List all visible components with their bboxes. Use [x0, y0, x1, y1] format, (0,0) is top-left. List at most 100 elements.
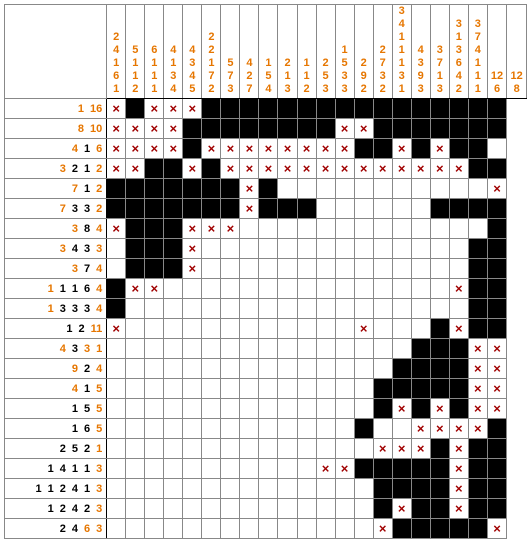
grid-cell[interactable] — [240, 119, 259, 139]
grid-cell[interactable] — [240, 139, 259, 159]
grid-cell[interactable] — [278, 479, 297, 499]
grid-cell[interactable] — [297, 399, 316, 419]
grid-cell[interactable] — [240, 279, 259, 299]
grid-cell[interactable] — [430, 239, 449, 259]
grid-cell[interactable] — [126, 219, 145, 239]
grid-cell[interactable] — [126, 279, 145, 299]
grid-cell[interactable] — [164, 199, 183, 219]
grid-cell[interactable] — [373, 379, 392, 399]
grid-cell[interactable] — [240, 219, 259, 239]
grid-cell[interactable] — [202, 219, 221, 239]
grid-cell[interactable] — [373, 419, 392, 439]
grid-cell[interactable] — [373, 479, 392, 499]
grid-cell[interactable] — [316, 139, 335, 159]
grid-cell[interactable] — [297, 219, 316, 239]
grid-cell[interactable] — [392, 199, 411, 219]
grid-cell[interactable] — [354, 259, 373, 279]
grid-cell[interactable] — [468, 399, 487, 419]
grid-cell[interactable] — [259, 179, 278, 199]
grid-cell[interactable] — [468, 99, 487, 119]
grid-cell[interactable] — [487, 219, 506, 239]
grid-cell[interactable] — [126, 359, 145, 379]
grid-cell[interactable] — [487, 259, 506, 279]
grid-cell[interactable] — [145, 379, 164, 399]
grid-cell[interactable] — [183, 359, 202, 379]
grid-cell[interactable] — [240, 159, 259, 179]
grid-cell[interactable] — [449, 519, 468, 539]
grid-cell[interactable] — [107, 119, 126, 139]
grid-cell[interactable] — [259, 219, 278, 239]
grid-cell[interactable] — [202, 279, 221, 299]
grid-cell[interactable] — [392, 279, 411, 299]
grid-cell[interactable] — [145, 359, 164, 379]
grid-cell[interactable] — [202, 239, 221, 259]
grid-cell[interactable] — [164, 519, 183, 539]
grid-cell[interactable] — [411, 479, 430, 499]
grid-cell[interactable] — [449, 259, 468, 279]
grid-cell[interactable] — [183, 279, 202, 299]
grid-cell[interactable] — [468, 199, 487, 219]
grid-cell[interactable] — [487, 239, 506, 259]
grid-cell[interactable] — [411, 299, 430, 319]
grid-cell[interactable] — [164, 179, 183, 199]
grid-cell[interactable] — [164, 319, 183, 339]
grid-cell[interactable] — [468, 519, 487, 539]
grid-cell[interactable] — [259, 159, 278, 179]
grid-cell[interactable] — [126, 459, 145, 479]
grid-cell[interactable] — [126, 99, 145, 119]
grid-cell[interactable] — [354, 319, 373, 339]
grid-cell[interactable] — [164, 359, 183, 379]
grid-cell[interactable] — [335, 259, 354, 279]
grid-cell[interactable] — [373, 219, 392, 239]
grid-cell[interactable] — [449, 419, 468, 439]
grid-cell[interactable] — [297, 279, 316, 299]
grid-cell[interactable] — [297, 379, 316, 399]
grid-cell[interactable] — [164, 119, 183, 139]
grid-cell[interactable] — [164, 459, 183, 479]
grid-cell[interactable] — [107, 259, 126, 279]
grid-cell[interactable] — [107, 179, 126, 199]
grid-cell[interactable] — [202, 399, 221, 419]
grid-cell[interactable] — [392, 479, 411, 499]
grid-cell[interactable] — [164, 99, 183, 119]
grid-cell[interactable] — [145, 179, 164, 199]
grid-cell[interactable] — [449, 439, 468, 459]
grid-cell[interactable] — [107, 199, 126, 219]
grid-cell[interactable] — [373, 439, 392, 459]
grid-cell[interactable] — [392, 519, 411, 539]
grid-cell[interactable] — [373, 99, 392, 119]
grid-cell[interactable] — [316, 219, 335, 239]
grid-cell[interactable] — [107, 439, 126, 459]
grid-cell[interactable] — [164, 219, 183, 239]
grid-cell[interactable] — [316, 319, 335, 339]
grid-cell[interactable] — [449, 359, 468, 379]
grid-cell[interactable] — [316, 519, 335, 539]
grid-cell[interactable] — [411, 99, 430, 119]
grid-cell[interactable] — [335, 379, 354, 399]
grid-cell[interactable] — [145, 239, 164, 259]
grid-cell[interactable] — [183, 379, 202, 399]
grid-cell[interactable] — [373, 359, 392, 379]
grid-cell[interactable] — [145, 419, 164, 439]
grid-cell[interactable] — [202, 99, 221, 119]
grid-cell[interactable] — [183, 459, 202, 479]
grid-cell[interactable] — [259, 259, 278, 279]
grid-cell[interactable] — [164, 419, 183, 439]
grid-cell[interactable] — [411, 239, 430, 259]
grid-cell[interactable] — [335, 399, 354, 419]
grid-cell[interactable] — [278, 159, 297, 179]
grid-cell[interactable] — [354, 199, 373, 219]
grid-cell[interactable] — [468, 419, 487, 439]
grid-cell[interactable] — [202, 119, 221, 139]
grid-cell[interactable] — [221, 239, 240, 259]
grid-cell[interactable] — [240, 379, 259, 399]
grid-cell[interactable] — [164, 139, 183, 159]
grid-cell[interactable] — [316, 379, 335, 399]
grid-cell[interactable] — [221, 139, 240, 159]
grid-cell[interactable] — [468, 319, 487, 339]
grid-cell[interactable] — [202, 179, 221, 199]
grid-cell[interactable] — [240, 319, 259, 339]
grid-cell[interactable] — [183, 339, 202, 359]
grid-cell[interactable] — [487, 299, 506, 319]
grid-cell[interactable] — [373, 279, 392, 299]
